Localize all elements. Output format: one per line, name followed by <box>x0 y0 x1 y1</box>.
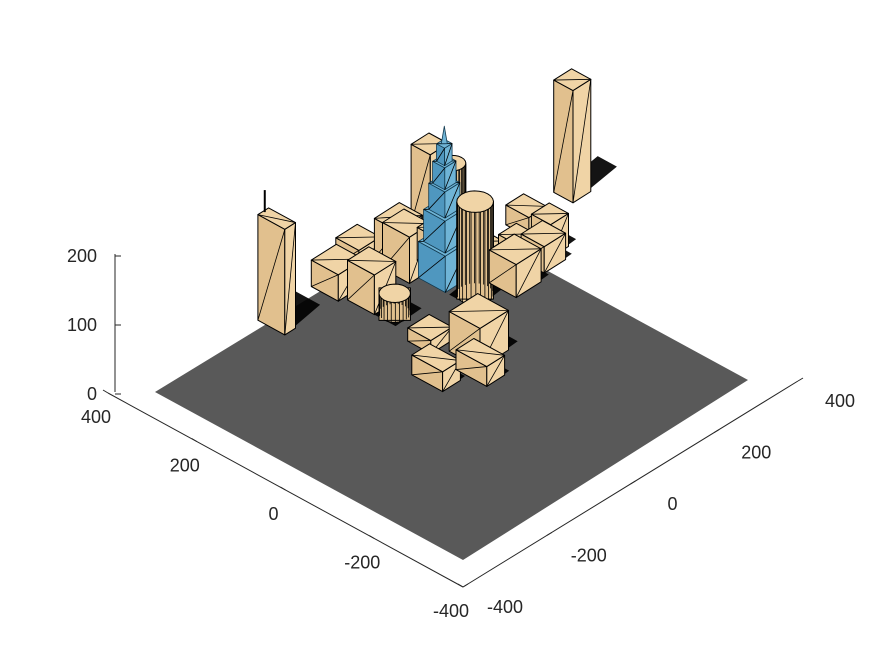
mesh-edge <box>444 143 453 166</box>
y-tick-mark <box>797 377 804 382</box>
mesh-edge <box>488 264 517 284</box>
mesh-edge <box>489 248 542 251</box>
y-tick-label: 400 <box>825 391 855 411</box>
cylinder-top <box>456 190 494 213</box>
mesh-edge <box>444 182 461 219</box>
x-tick-mark <box>280 486 286 491</box>
mesh-edge <box>444 160 457 190</box>
mesh-edge <box>411 354 461 361</box>
mesh-edge <box>448 328 481 352</box>
x-tick-mark <box>368 535 375 539</box>
mesh-edge <box>505 204 547 207</box>
x-tick-label: 0 <box>268 504 278 524</box>
building-tower-right <box>553 68 592 204</box>
mesh-edge <box>515 248 542 298</box>
mesh-edge <box>455 349 505 356</box>
ground-plane <box>155 215 748 560</box>
mesh-edge <box>553 78 591 81</box>
y-tick-mark <box>546 532 553 536</box>
building-cylinder-center <box>456 190 494 306</box>
x-tick-mark <box>102 389 109 394</box>
mesh-edge <box>347 274 375 301</box>
y-tick-label: 200 <box>741 443 771 463</box>
mesh-edge <box>521 232 566 235</box>
mesh-edge <box>436 148 445 162</box>
mesh-edge <box>455 366 487 370</box>
mesh-edge <box>449 310 509 312</box>
mesh-edge <box>543 232 566 274</box>
y-tick-label: -400 <box>487 597 523 617</box>
cylinder-top <box>378 283 411 303</box>
mesh-edge <box>284 222 296 335</box>
x-tick-mark <box>457 583 464 588</box>
mesh-edge <box>505 217 530 226</box>
z-tick-label: 0 <box>87 384 97 404</box>
mesh-edge <box>411 371 443 376</box>
y-tick-label: 0 <box>667 494 677 514</box>
building-block-center-2 <box>488 233 542 299</box>
mesh-edge <box>257 229 286 321</box>
mesh-edge <box>407 340 431 342</box>
mesh-edge <box>572 79 592 203</box>
building-block-front-2 <box>455 338 506 387</box>
building-cylinder-front-left <box>378 283 411 323</box>
y-tick-mark <box>713 429 720 433</box>
mesh-edge <box>486 355 505 387</box>
ticks-layer: 400 200 0 -200 -400 -400 -200 0 200 400 0 100 200 <box>67 246 855 621</box>
mesh-edge <box>531 213 569 215</box>
tower-spire <box>440 125 448 145</box>
x-tick-label: 200 <box>170 456 200 476</box>
x-tick-mark <box>191 438 198 442</box>
mesh-edge <box>423 220 446 242</box>
mesh-edge <box>335 236 381 239</box>
ground-layer <box>155 215 748 560</box>
z-tick-label: 200 <box>67 246 97 266</box>
x-tick-label: -200 <box>344 553 380 573</box>
buildings-layer <box>257 68 617 393</box>
mesh-edge <box>347 259 396 262</box>
z-tick-label: 100 <box>67 315 97 335</box>
mesh-edge <box>418 255 446 279</box>
mesh-edge <box>407 326 453 329</box>
y-tick-label: -200 <box>571 546 607 566</box>
mesh-edge <box>428 191 446 210</box>
y-tick-mark <box>630 480 636 485</box>
building-tower-left <box>257 207 296 336</box>
mesh-edge <box>553 90 574 193</box>
mesh-edge <box>257 214 296 223</box>
x-tick-label: -400 <box>433 601 469 621</box>
mesh-edge <box>311 274 339 287</box>
y-tick-mark <box>462 583 469 588</box>
mesh-edge <box>432 167 446 184</box>
x-tick-label: 400 <box>81 407 111 427</box>
